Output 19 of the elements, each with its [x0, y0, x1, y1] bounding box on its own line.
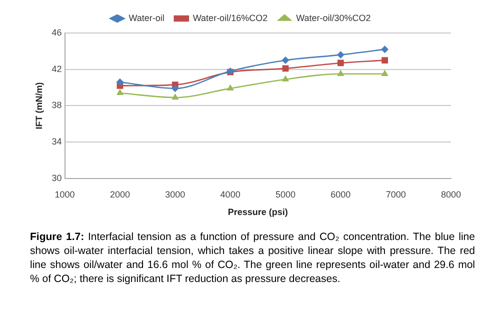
x-tick-label: 4000 — [220, 189, 240, 200]
x-tick-label: 8000 — [440, 189, 462, 200]
y-tick-label: 38 — [52, 100, 62, 110]
y-tick-label: 30 — [52, 172, 62, 183]
legend-label: Water-oil/16%CO2 — [192, 12, 268, 23]
legend-label: Water-oil — [128, 12, 164, 23]
y-tick-label: 46 — [52, 27, 62, 38]
x-tick-label: 5000 — [275, 189, 296, 200]
y-tick-label: 34 — [52, 136, 62, 147]
x-tick-label: 1000 — [54, 189, 75, 200]
y-axis-title: IFT (mN/m) — [34, 82, 44, 130]
x-tick-label: 2000 — [110, 189, 130, 200]
x-tick-label: 3000 — [165, 189, 186, 200]
legend-label: Water-oil/30%CO2 — [296, 12, 371, 23]
x-tick-label: 6000 — [330, 189, 351, 200]
x-tick-label: 7000 — [386, 189, 406, 200]
caption: Figure 1.7: Interfacial tension as a function of pressure and CO₂ concentration. The blue line shows oil-water interfacial tension, which takes a positive linear slope with pressure. The red line shows oil/water and 16.6 mol % of CO₂. The green line represents oil-water and 29.6 mol % of CO₂; there is significant IFT reduction as pressure decreases. — [30, 230, 475, 286]
x-axis-title: Pressure (psi) — [228, 207, 288, 218]
y-tick-label: 42 — [52, 64, 62, 74]
